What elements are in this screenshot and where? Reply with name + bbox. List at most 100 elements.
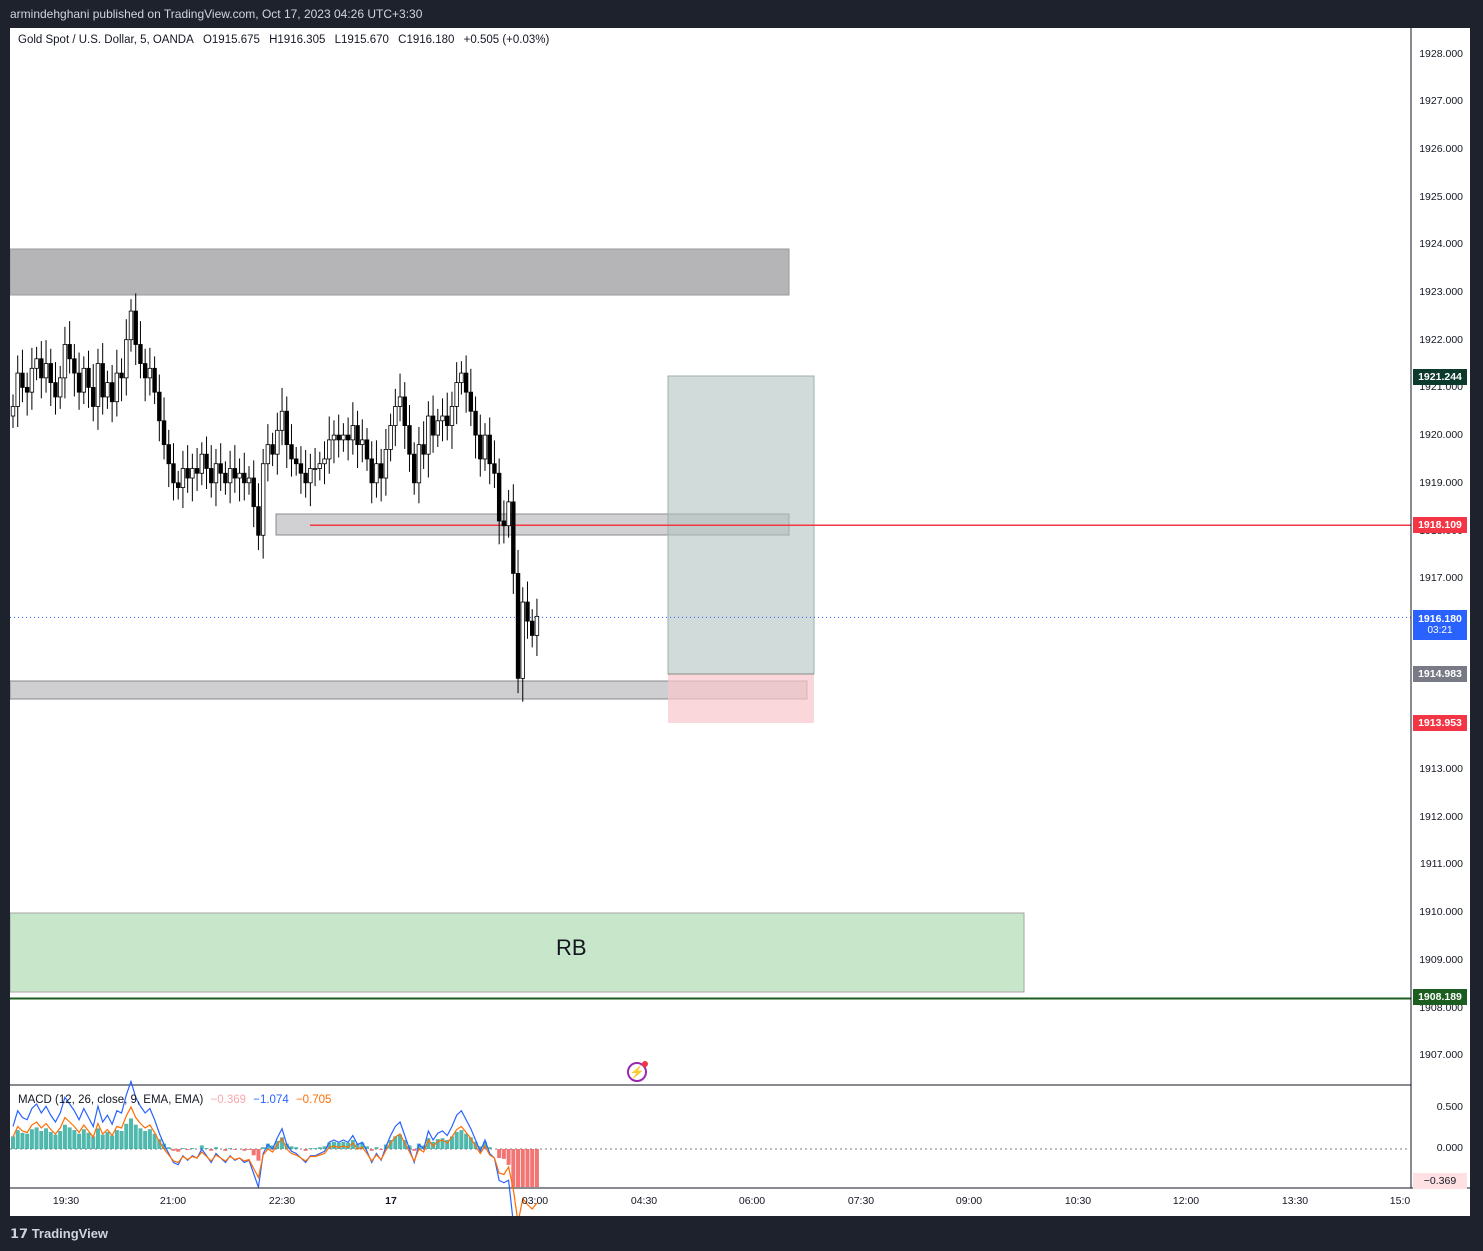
candle-body — [407, 425, 412, 455]
candle-body — [256, 506, 261, 536]
last-price-value: 1916.180 — [1418, 613, 1462, 625]
macd-histogram-bar — [228, 1148, 233, 1149]
candle-body — [369, 458, 374, 484]
macd-histogram-bar — [124, 1123, 129, 1149]
macd-histogram-bar — [440, 1138, 445, 1149]
candle-body — [440, 415, 445, 422]
macd-histogram-bar — [143, 1131, 148, 1149]
candle-body — [525, 601, 530, 622]
macd-histogram-bar — [77, 1133, 82, 1149]
candle-body — [72, 358, 77, 374]
long-position-stop[interactable] — [668, 674, 814, 723]
candle-body — [449, 406, 455, 426]
macd-histogram-bar — [313, 1148, 318, 1149]
macd-histogram-bar — [190, 1148, 195, 1149]
macd-histogram-bar — [530, 1149, 535, 1187]
candle-body — [411, 453, 417, 484]
price-candles — [10, 293, 540, 702]
macd-histogram-bar — [511, 1149, 516, 1187]
macd-histogram-bar — [185, 1149, 190, 1150]
macd-histogram-bar — [95, 1128, 100, 1149]
candle-body — [166, 444, 171, 465]
candle-body — [355, 425, 360, 446]
candle-body — [275, 429, 280, 455]
macd-histogram-bar — [374, 1147, 379, 1149]
candle-body — [213, 463, 219, 484]
time-label: 09:00 — [955, 1195, 983, 1207]
candle-body — [81, 367, 86, 393]
candle-body — [242, 472, 247, 484]
macd-histogram-bar — [459, 1130, 464, 1149]
chart-canvas[interactable] — [10, 28, 1470, 1216]
time-label: 15:0 — [1389, 1195, 1411, 1207]
candle-body — [364, 439, 370, 460]
candle-body — [246, 477, 252, 484]
chart-zones — [10, 248, 1025, 993]
candle-body — [426, 415, 431, 455]
candle-body — [185, 468, 190, 479]
macd-histogram-bar — [133, 1124, 138, 1149]
candle-body — [218, 463, 223, 474]
macd-histogram-bar — [67, 1127, 72, 1149]
candle-body — [270, 444, 275, 455]
macd-histogram-bar — [294, 1147, 299, 1149]
symbol-name[interactable]: Gold Spot / U.S. Dollar, 5, OANDA — [18, 34, 194, 46]
time-label: 12:00 — [1172, 1195, 1200, 1207]
candle-body — [10, 406, 16, 417]
macd-histogram-bar — [247, 1149, 251, 1150]
candle-body — [350, 425, 356, 441]
candle-body — [251, 477, 256, 508]
price-axis-tick: 1920.000 — [1419, 429, 1463, 442]
candle-body — [180, 468, 186, 488]
macd-histogram-bar — [171, 1149, 176, 1151]
candle-body — [91, 386, 96, 407]
macd-histogram-bar — [261, 1147, 266, 1149]
ohlc-close: C1916.180 — [398, 34, 455, 46]
candle-body — [119, 372, 124, 379]
support-price-badge: 1908.189 — [1413, 989, 1467, 1005]
chart-frame[interactable]: Gold Spot / U.S. Dollar, 5, OANDA O1915.… — [10, 28, 1470, 1216]
macd-histogram-bar — [289, 1146, 294, 1149]
stop-price-badge: 1913.953 — [1413, 715, 1467, 731]
macd-histogram-bar — [464, 1133, 469, 1149]
candle-body — [279, 410, 285, 431]
candle-body — [336, 434, 341, 441]
macd-histogram-bar — [360, 1142, 365, 1149]
time-label: 19:30 — [52, 1195, 80, 1207]
macd-histogram-bar — [58, 1131, 63, 1149]
price-axis-tick: 1911.000 — [1419, 858, 1463, 871]
candle-body — [209, 468, 214, 484]
candle-body — [317, 463, 322, 469]
candle-body — [223, 472, 228, 484]
macd-histogram-bar — [506, 1149, 511, 1165]
footer-bar: 𝟭𝟳 TradingView — [0, 1216, 1483, 1251]
macd-histogram-bar — [398, 1134, 403, 1149]
price-axis-tick: 1913.000 — [1419, 763, 1463, 775]
candle-body — [289, 444, 294, 460]
candle-body — [152, 367, 157, 393]
macd-title[interactable]: MACD (12, 26, close, 9, EMA, EMA) — [18, 1094, 204, 1106]
candle-body — [454, 382, 459, 407]
flash-icon[interactable]: ⚡ — [627, 1061, 648, 1082]
macd-histogram-bar — [242, 1149, 247, 1151]
candle-body — [133, 310, 138, 345]
chart-lines — [10, 524, 1411, 1000]
candle-body — [383, 449, 389, 479]
candle-body — [421, 444, 426, 455]
macd-histogram-bar — [308, 1148, 313, 1149]
macd-histogram-bar — [72, 1130, 77, 1149]
candle-body — [58, 377, 63, 398]
candle-body — [506, 501, 511, 527]
macd-histogram-bar — [435, 1139, 440, 1149]
macd-histogram-bar — [157, 1139, 162, 1149]
time-label: 03:00 — [521, 1195, 549, 1207]
price-axis-tick: 1924.000 — [1419, 238, 1463, 251]
macd-histogram-bar — [110, 1135, 115, 1149]
macd-histogram-bar — [232, 1149, 237, 1150]
macd-histogram-bar — [487, 1147, 492, 1149]
candle-body — [327, 439, 332, 460]
candle-body — [468, 391, 474, 412]
candle-body — [459, 372, 464, 384]
tradingview-logo[interactable]: 𝟭𝟳 TradingView — [10, 1226, 109, 1241]
candle-body — [496, 472, 502, 522]
